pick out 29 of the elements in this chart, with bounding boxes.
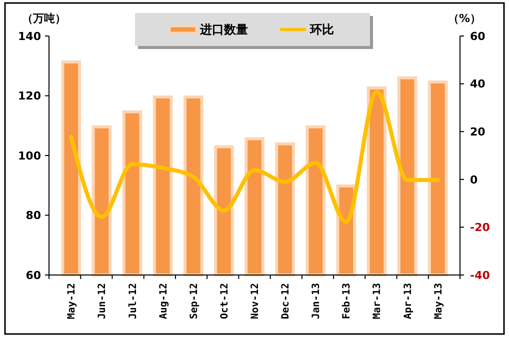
- legend-label: 进口数量: [199, 22, 248, 37]
- y-tick-label: 140: [18, 30, 42, 43]
- x-tick-label: Dec-12: [280, 283, 292, 320]
- y2-tick-label: 0: [470, 173, 478, 186]
- x-tick-label: May-13: [433, 283, 444, 320]
- x-tick-label: Apr-13: [402, 283, 414, 320]
- x-tick-label: Feb-13: [342, 283, 353, 320]
- y-axis-title: （万吨）: [22, 12, 66, 25]
- y-tick-label: 100: [18, 149, 42, 162]
- legend-label: 环比: [309, 22, 334, 37]
- y2-tick-label: 40: [470, 78, 486, 91]
- y2-tick-label: 60: [470, 30, 486, 43]
- y2-tick-label: -40: [470, 268, 490, 282]
- x-tick-label: Jan-13: [311, 283, 322, 320]
- x-tick-label: Oct-12: [219, 283, 230, 320]
- y2-tick-label: -20: [470, 221, 490, 234]
- x-tick-label: Nov-12: [250, 283, 261, 320]
- y2-tick-label: 20: [470, 125, 486, 138]
- line-series: [69, 90, 440, 224]
- x-tick-label: May-12: [66, 283, 78, 320]
- y-tick-label: 120: [18, 90, 42, 103]
- x-tick-label: Aug-12: [158, 283, 170, 320]
- y2-axis-title: （%）: [448, 12, 481, 25]
- y-tick-label: 80: [26, 209, 42, 222]
- x-tick-label: Jun-12: [97, 283, 108, 320]
- x-tick-label: Mar-13: [372, 283, 384, 320]
- y-tick-label: 60: [26, 268, 42, 282]
- x-tick-label: Jul-12: [128, 283, 139, 320]
- x-tick-label: Sep-12: [188, 283, 200, 320]
